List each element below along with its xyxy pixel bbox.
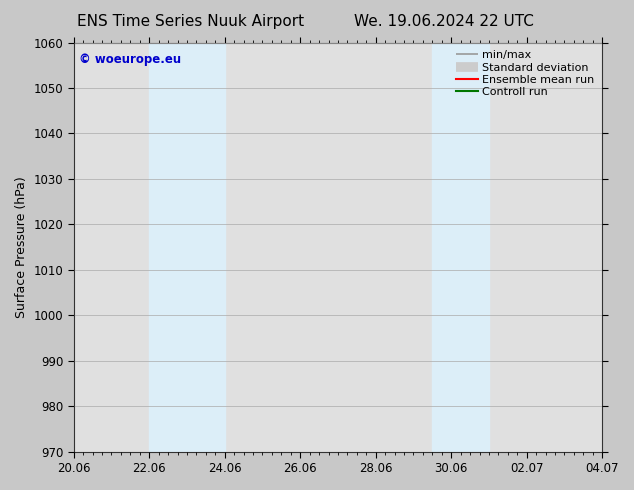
Legend: min/max, Standard deviation, Ensemble mean run, Controll run: min/max, Standard deviation, Ensemble me… <box>453 48 597 99</box>
Y-axis label: Surface Pressure (hPa): Surface Pressure (hPa) <box>15 176 28 318</box>
Text: ENS Time Series Nuuk Airport: ENS Time Series Nuuk Airport <box>77 14 304 29</box>
Text: © woeurope.eu: © woeurope.eu <box>79 53 181 66</box>
Bar <box>432 43 489 452</box>
Bar <box>149 43 224 452</box>
Text: We. 19.06.2024 22 UTC: We. 19.06.2024 22 UTC <box>354 14 534 29</box>
